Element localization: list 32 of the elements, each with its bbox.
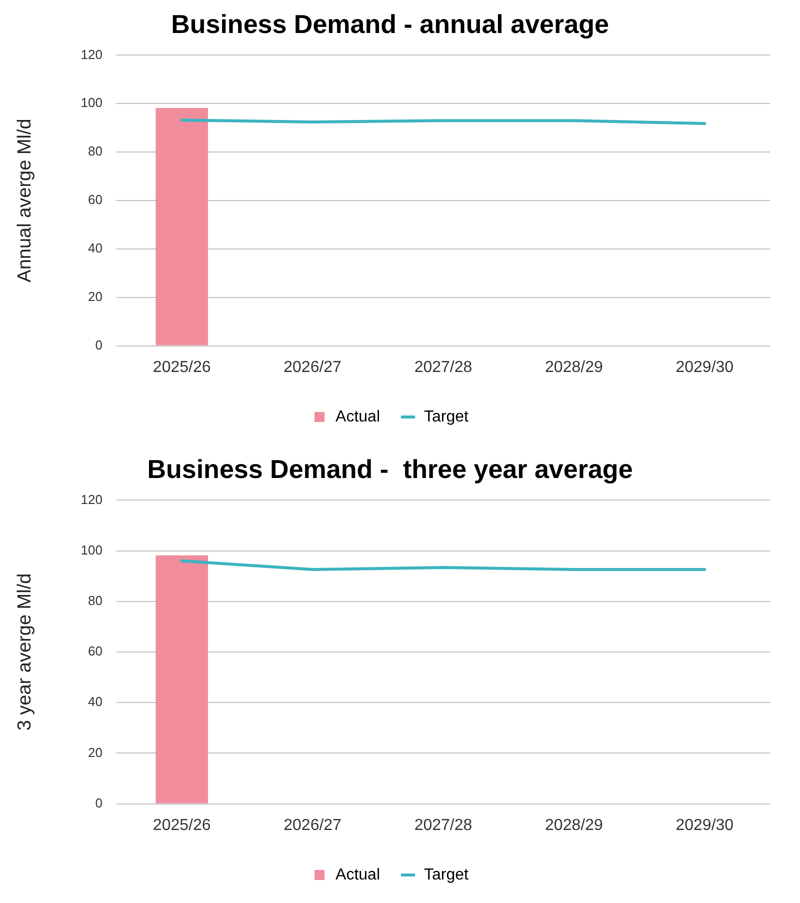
x-tick-label: 2028/29	[545, 816, 603, 834]
y-tick-label: 40	[88, 240, 102, 256]
legend-label: Target	[424, 866, 470, 884]
y-tick-label: 0	[95, 795, 102, 810]
x-tick-label: 2029/30	[676, 358, 734, 376]
x-tick-label: 2026/27	[284, 358, 342, 376]
y-axis-title: 3 year averge Ml/d	[14, 573, 36, 731]
y-tick-label: 60	[88, 644, 102, 659]
legend-label: Actual	[336, 866, 380, 884]
y-tick-label: 100	[80, 542, 102, 558]
y-tick-label: 120	[80, 46, 102, 62]
y-tick-label: 0	[95, 337, 102, 352]
x-tick-label: 2025/26	[152, 358, 211, 376]
chart-title: Business Demand - annual average	[171, 8, 609, 39]
x-tick-label: 2029/30	[676, 816, 734, 834]
x-tick-label: 2027/28	[414, 816, 472, 834]
legend-label: Target	[424, 408, 470, 426]
y-tick-label: 80	[88, 144, 102, 159]
legend-label: Actual	[336, 408, 380, 426]
y-tick-label: 100	[80, 95, 102, 110]
x-tick-label: 2025/26	[152, 816, 211, 834]
x-tick-label: 2026/27	[284, 816, 342, 834]
y-tick-label: 60	[88, 192, 102, 208]
x-tick-label: 2027/28	[414, 358, 472, 376]
y-axis-title: Annual averge Ml/d	[14, 118, 36, 282]
x-tick-label: 2028/29	[545, 358, 603, 376]
y-tick-label: 40	[88, 694, 102, 710]
y-tick-label: 20	[88, 288, 102, 304]
y-tick-label: 120	[80, 492, 102, 507]
y-tick-label: 20	[88, 744, 102, 760]
y-tick-label: 80	[88, 592, 102, 608]
chart-title: Business Demand - three year average	[147, 454, 633, 484]
